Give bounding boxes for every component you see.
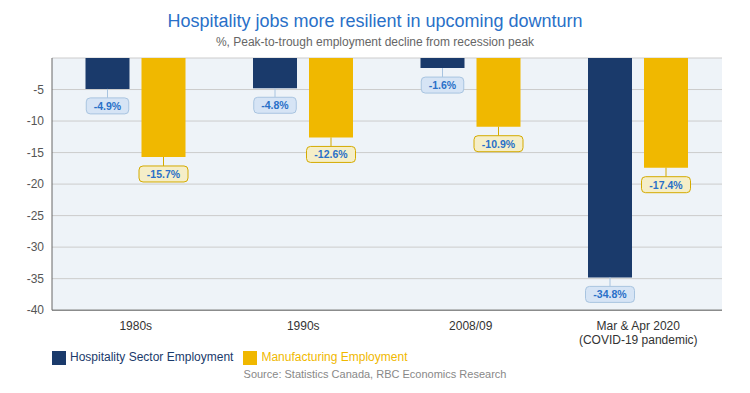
svg-text:-40: -40 (27, 303, 45, 317)
svg-text:-4.9%: -4.9% (94, 100, 122, 112)
svg-text:-10.9%: -10.9% (482, 138, 516, 150)
svg-text:-35: -35 (27, 272, 45, 286)
html-text:Source: Statistics Canada, RBC: Source: Statistics Canada, RBC Economics… (243, 368, 507, 380)
svg-text:-15: -15 (27, 146, 45, 160)
svg-text:-10: -10 (27, 114, 45, 128)
svg-text:-30: -30 (27, 240, 45, 254)
svg-text:2008/09: 2008/09 (449, 319, 493, 333)
html-text:%, Peak-to-trough employment d: %, Peak-to-trough employment decline fro… (215, 35, 535, 49)
svg-text:-12.6%: -12.6% (314, 148, 348, 160)
svg-text:-25: -25 (27, 209, 45, 223)
html-text:Hospitality jobs more resilien: Hospitality jobs more resilient in upcom… (167, 11, 583, 31)
svg-text:-5: -5 (33, 83, 44, 97)
html-text:Manufacturing Employment: Manufacturing Employment (261, 350, 408, 365)
svg-text:-17.4%: -17.4% (649, 179, 683, 191)
svg-text:Mar & Apr 2020(COVID-19 pandem: Mar & Apr 2020(COVID-19 pandemic) (579, 319, 698, 347)
svg-text:1980s: 1980s (119, 319, 152, 333)
svg-text:-1.6%: -1.6% (429, 79, 457, 91)
svg-text:-20: -20 (27, 177, 45, 191)
html-text:Hospitality Sector Employment: Hospitality Sector Employment (70, 350, 234, 365)
svg-text:1990s: 1990s (287, 319, 320, 333)
svg-text:-34.8%: -34.8% (593, 288, 627, 300)
svg-text:-15.7%: -15.7% (147, 168, 181, 180)
svg-text:-4.8%: -4.8% (261, 99, 289, 111)
